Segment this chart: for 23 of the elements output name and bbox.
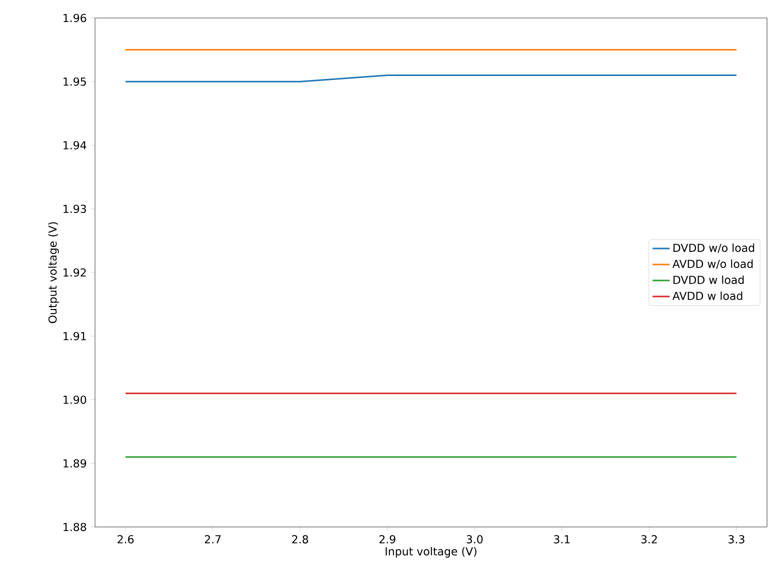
x-axis-title: Input voltage (V) xyxy=(386,546,476,558)
y-tick-label: 1.96 xyxy=(64,14,86,22)
x-tick-label: 2.6 xyxy=(118,535,134,544)
legend-label: AVDD w load xyxy=(672,291,742,300)
legend-label: AVDD w/o load xyxy=(672,259,753,269)
x-tick-label: 3.1 xyxy=(554,535,570,544)
y-tick-label: 1.91 xyxy=(64,332,86,340)
y-tick-label: 1.89 xyxy=(64,459,86,468)
y-tick-label: 1.92 xyxy=(64,268,86,277)
x-tick-label: 2.8 xyxy=(292,535,308,544)
y-tick-label: 1.94 xyxy=(64,141,86,150)
y-tick-label: 1.90 xyxy=(64,396,86,404)
y-tick-label: 1.93 xyxy=(64,204,86,214)
x-tick-label: 3.0 xyxy=(466,535,483,544)
x-tick-label: 2.9 xyxy=(379,535,396,544)
x-tick-label: 3.3 xyxy=(728,535,744,544)
legend-label: DVDD w load xyxy=(673,275,744,284)
y-tick-label: 1.95 xyxy=(64,77,86,86)
x-tick-label: 2.7 xyxy=(204,535,221,544)
y-tick-label: 1.88 xyxy=(64,522,86,532)
y-axis-title: Output voltage (V) xyxy=(48,222,59,324)
legend-label: DVDD w/o load xyxy=(673,243,754,253)
x-tick-label: 3.2 xyxy=(641,535,657,544)
